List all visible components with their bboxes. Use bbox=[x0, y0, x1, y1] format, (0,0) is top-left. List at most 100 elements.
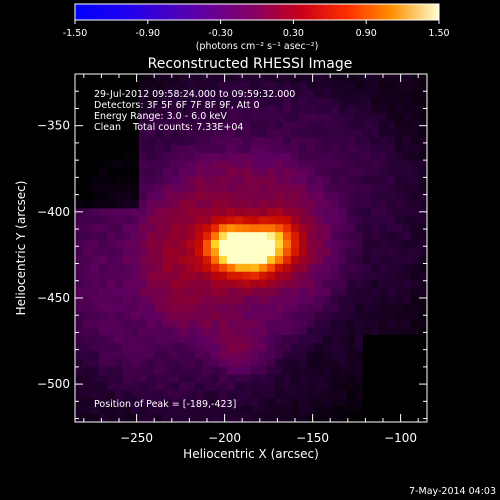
heatmap-cell bbox=[115, 382, 124, 391]
heatmap-cell bbox=[163, 271, 172, 281]
heatmap-cell bbox=[163, 255, 172, 265]
heatmap-cell bbox=[387, 390, 396, 399]
heatmap-cell bbox=[307, 145, 316, 154]
heatmap-cell bbox=[267, 303, 276, 312]
heatmap-cell bbox=[347, 295, 356, 304]
heatmap-cell bbox=[163, 390, 172, 399]
heatmap-cell bbox=[347, 366, 356, 376]
heatmap-cell bbox=[155, 121, 164, 130]
heatmap-cell bbox=[299, 248, 308, 257]
heatmap-cell bbox=[219, 398, 228, 407]
heatmap-cell bbox=[251, 105, 260, 115]
heatmap-cell bbox=[387, 184, 396, 194]
heatmap-cell bbox=[291, 295, 300, 304]
heatmap-cell bbox=[115, 208, 124, 217]
heatmap-cell bbox=[259, 161, 268, 170]
heatmap-cell bbox=[107, 97, 116, 107]
heatmap-cell bbox=[251, 366, 260, 376]
heatmap-cell bbox=[171, 224, 180, 233]
heatmap-cell bbox=[387, 89, 396, 99]
heatmap-cell bbox=[115, 89, 124, 99]
heatmap-cell bbox=[235, 97, 244, 107]
heatmap-cell bbox=[227, 390, 236, 399]
heatmap-cell bbox=[75, 129, 84, 138]
heatmap-cell bbox=[187, 168, 196, 178]
heatmap-cell bbox=[267, 398, 276, 407]
heatmap-cell bbox=[315, 192, 324, 202]
heatmap-cell bbox=[235, 390, 244, 399]
heatmap-cell bbox=[307, 255, 316, 265]
heatmap-cell bbox=[323, 366, 332, 376]
heatmap-cell bbox=[299, 366, 308, 376]
heatmap-cell bbox=[83, 303, 92, 312]
heatmap-cell bbox=[387, 319, 396, 328]
heatmap-cell bbox=[75, 97, 84, 107]
heatmap-cell bbox=[411, 382, 420, 391]
heatmap-cell bbox=[227, 271, 236, 281]
heatmap-cell bbox=[75, 255, 84, 265]
heatmap-cell bbox=[331, 358, 340, 368]
heatmap-cell bbox=[219, 129, 228, 138]
heatmap-cell bbox=[379, 145, 388, 154]
heatmap-cell bbox=[331, 263, 340, 273]
heatmap-cell bbox=[355, 366, 364, 376]
heatmap-cell bbox=[195, 342, 204, 352]
heatmap-cell bbox=[355, 105, 364, 115]
heatmap-cell bbox=[347, 192, 356, 202]
heatmap-cell bbox=[363, 232, 372, 241]
heatmap-cell bbox=[323, 168, 332, 178]
heatmap-cell bbox=[107, 184, 116, 194]
heatmap-cell bbox=[131, 74, 140, 83]
heatmap-cell bbox=[291, 176, 300, 186]
heatmap-cell bbox=[147, 105, 156, 115]
heatmap-cell bbox=[387, 208, 396, 217]
heatmap-cell bbox=[379, 255, 388, 265]
heatmap-cell bbox=[163, 168, 172, 178]
x-axis-label: Heliocentric X (arcsec) bbox=[183, 447, 319, 461]
heatmap-cell bbox=[299, 216, 308, 225]
heatmap-cell bbox=[131, 248, 140, 257]
heatmap-cell bbox=[259, 176, 268, 186]
heatmap-cell bbox=[307, 263, 316, 273]
heatmap-cell bbox=[371, 81, 380, 91]
heatmap-cell bbox=[91, 255, 100, 265]
heatmap-cell bbox=[251, 113, 260, 123]
heatmap-cell bbox=[403, 358, 412, 368]
heatmap-cell bbox=[123, 263, 132, 273]
heatmap-cell bbox=[339, 81, 348, 91]
heatmap-cell bbox=[131, 374, 140, 384]
heatmap-cell bbox=[75, 398, 84, 407]
heatmap-cell bbox=[187, 350, 196, 360]
heatmap-cell bbox=[371, 113, 380, 123]
heatmap-cell bbox=[339, 319, 348, 328]
heatmap-cell bbox=[371, 105, 380, 115]
heatmap-cell bbox=[243, 271, 252, 281]
heatmap-cell bbox=[331, 295, 340, 304]
heatmap-cell bbox=[179, 248, 188, 257]
heatmap-cell bbox=[283, 398, 292, 407]
heatmap-cell bbox=[195, 398, 204, 407]
heatmap-cell bbox=[403, 342, 412, 352]
heatmap-cell bbox=[387, 113, 396, 123]
heatmap-cell bbox=[83, 311, 92, 320]
heatmap-cell bbox=[235, 176, 244, 186]
heatmap-cell bbox=[195, 327, 204, 336]
heatmap-cell bbox=[235, 232, 244, 241]
heatmap-cell bbox=[363, 145, 372, 154]
heatmap-cell bbox=[235, 192, 244, 202]
heatmap-cell bbox=[211, 89, 220, 99]
heatmap-cell bbox=[323, 161, 332, 170]
heatmap-cell bbox=[267, 390, 276, 399]
heatmap-cell bbox=[411, 240, 420, 249]
heatmap-cell bbox=[123, 248, 132, 257]
heatmap-cell bbox=[147, 287, 156, 297]
heatmap-cell bbox=[179, 319, 188, 328]
heatmap-cell bbox=[315, 319, 324, 328]
heatmap-cell bbox=[195, 216, 204, 225]
heatmap-cell bbox=[203, 342, 212, 352]
heatmap-cell bbox=[179, 129, 188, 138]
heatmap-cell bbox=[83, 358, 92, 368]
heatmap-cell bbox=[331, 145, 340, 154]
heatmap-cell bbox=[259, 342, 268, 352]
